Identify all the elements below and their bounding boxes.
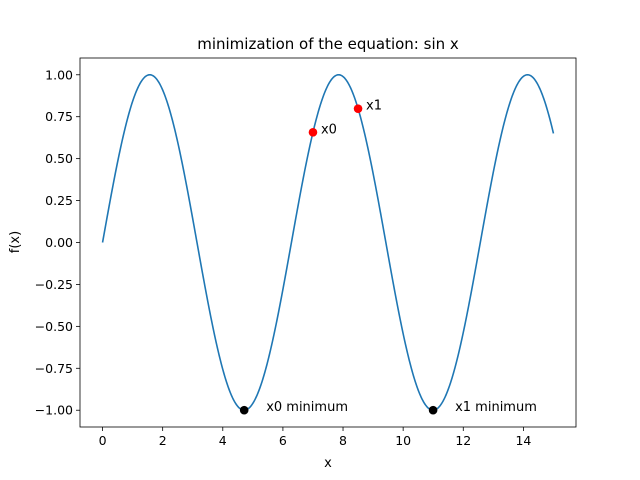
x-tick-label: 2 bbox=[159, 433, 167, 448]
point-marker bbox=[308, 128, 318, 137]
y-tick-label: −0.25 bbox=[35, 277, 73, 292]
axes-frame bbox=[79, 57, 577, 428]
y-tick-label: 0.25 bbox=[45, 193, 73, 208]
point-marker bbox=[353, 104, 363, 113]
x-tick-label: 0 bbox=[99, 433, 107, 448]
y-tick-label: 0.00 bbox=[45, 235, 73, 250]
plot-area bbox=[80, 58, 576, 427]
point-marker bbox=[239, 405, 249, 415]
y-tick-label: −0.75 bbox=[35, 361, 73, 376]
point-annotation: x0 minimum bbox=[266, 400, 348, 415]
point-annotation: x1 bbox=[366, 99, 382, 114]
point-marker bbox=[428, 405, 438, 415]
y-axis-ticks: −1.00 −0.75 −0.50 −0.25 0.00 0.25 0.50 0.75 1.00 bbox=[35, 67, 80, 418]
y-tick-label: −1.00 bbox=[35, 403, 73, 418]
x-tick-label: 10 bbox=[395, 433, 411, 448]
x-tick-label: 4 bbox=[219, 433, 227, 448]
point-annotation: x0 bbox=[321, 122, 337, 137]
series-layer bbox=[101, 73, 555, 412]
point-annotation: x1 minimum bbox=[455, 400, 537, 415]
x-axis-label: x bbox=[324, 456, 332, 471]
x-tick-label: 8 bbox=[339, 433, 347, 448]
chart-title: minimization of the equation: sin x bbox=[197, 35, 459, 53]
x-axis-ticks: 0 2 4 6 8 10 12 14 bbox=[99, 427, 531, 448]
sin-curve-line bbox=[101, 73, 555, 412]
x-tick-label: 14 bbox=[515, 433, 531, 448]
y-tick-label: 0.50 bbox=[45, 151, 73, 166]
x-tick-label: 12 bbox=[455, 433, 471, 448]
y-tick-label: 1.00 bbox=[45, 67, 73, 82]
y-tick-label: 0.75 bbox=[45, 109, 73, 124]
y-axis-label: f(x) bbox=[8, 231, 23, 253]
y-tick-label: −0.50 bbox=[35, 319, 73, 334]
x-tick-label: 6 bbox=[279, 433, 287, 448]
points-layer: x0 x1 x0 minimum x1 minimum bbox=[239, 99, 537, 415]
